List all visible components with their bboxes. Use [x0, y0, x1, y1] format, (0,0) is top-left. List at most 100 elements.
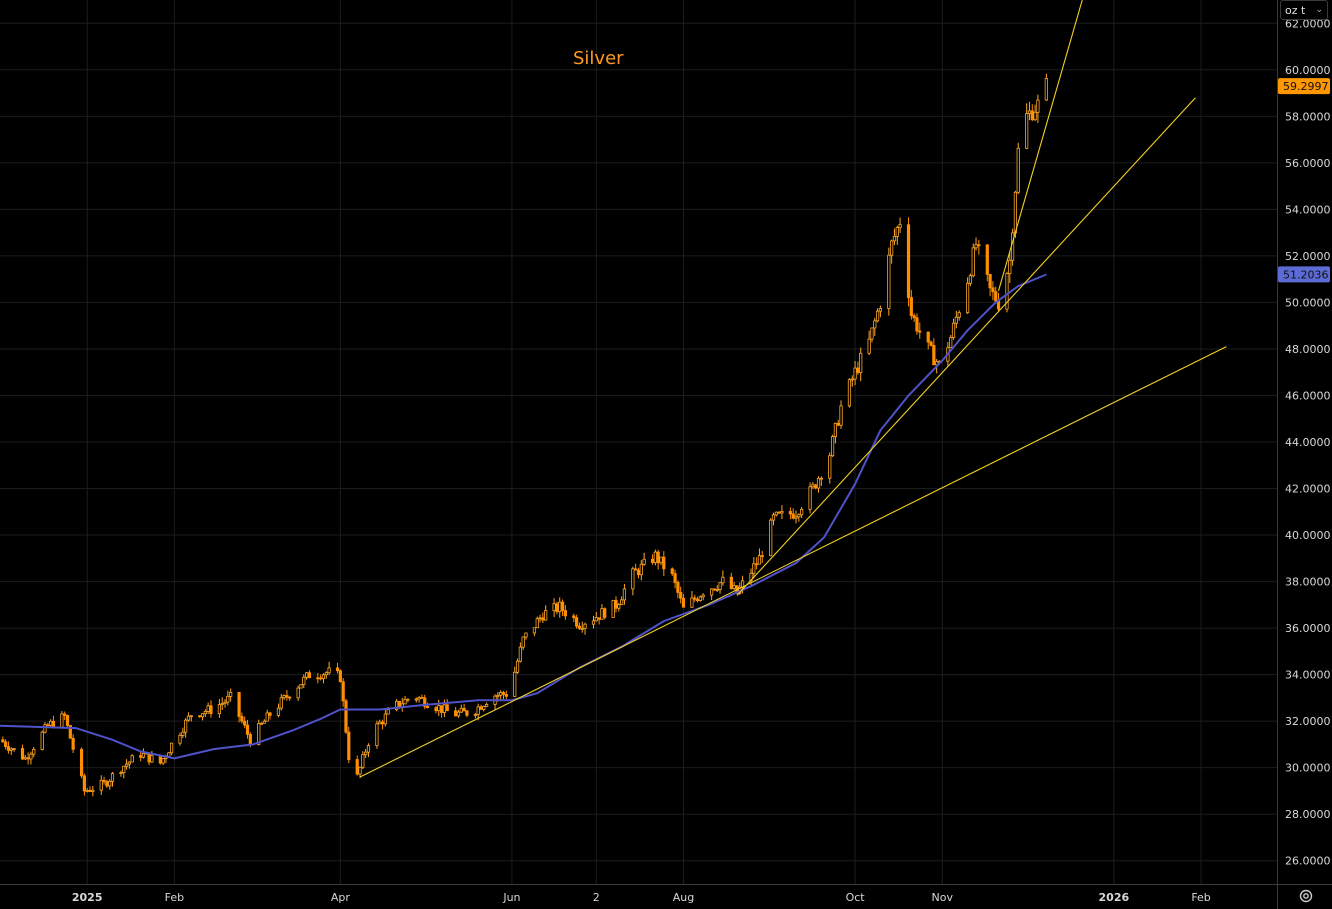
candle [1010, 228, 1015, 266]
candle-body [918, 330, 922, 333]
candle-body [777, 511, 781, 514]
candle [304, 672, 309, 680]
candle-body [650, 558, 655, 563]
candle-body [302, 676, 306, 685]
candle [620, 596, 624, 605]
candle-body [456, 711, 461, 717]
y-tick-label: 42.0000 [1285, 483, 1331, 496]
candle-body [718, 582, 722, 590]
candle [695, 596, 700, 603]
candle-body [732, 585, 736, 589]
candle-body [459, 707, 463, 713]
candle [65, 714, 70, 727]
candle-body [397, 700, 402, 708]
candle-body [819, 477, 823, 480]
candle [279, 694, 283, 711]
candle [327, 661, 331, 676]
candle [642, 552, 646, 566]
candle [200, 713, 205, 721]
candle [583, 622, 587, 635]
candle [71, 734, 75, 754]
candle [912, 313, 916, 322]
candle-body [788, 511, 792, 515]
candle-body [710, 588, 714, 596]
candle [245, 719, 250, 739]
candle-body [760, 555, 764, 558]
candle [650, 554, 655, 565]
candle-body [150, 755, 154, 763]
candle [811, 482, 815, 490]
candle [535, 616, 539, 629]
candle [108, 779, 112, 790]
candle-body [535, 618, 539, 629]
candle [732, 581, 736, 591]
candle-body [1008, 259, 1012, 274]
candle-body [124, 763, 129, 767]
candle-body [245, 724, 250, 735]
candle-body [479, 706, 483, 710]
candle [403, 695, 407, 705]
x-tick-label: Apr [331, 891, 351, 904]
candle-body [620, 599, 624, 605]
candle [268, 711, 272, 720]
candle-body [814, 484, 818, 489]
candle [122, 765, 126, 779]
candle [4, 739, 8, 750]
y-tick-label: 52.0000 [1285, 250, 1331, 263]
candle [124, 759, 129, 770]
candle [639, 560, 643, 581]
candle-body [591, 620, 596, 625]
candle-body [867, 338, 871, 354]
candle [198, 715, 202, 718]
candle-body [1033, 111, 1037, 121]
candle-body [698, 596, 702, 601]
candle [760, 550, 764, 563]
candle-body [259, 722, 264, 725]
candle [918, 322, 922, 339]
unit-selector[interactable]: oz t ⌄ [1280, 0, 1328, 20]
candle-body [378, 721, 382, 725]
candle-body [600, 608, 604, 620]
candle-body [859, 352, 863, 373]
candle-body [701, 594, 705, 598]
candle [262, 719, 267, 724]
x-tick-label: Feb [165, 891, 184, 904]
candle-body [496, 694, 500, 697]
candle-body [189, 715, 193, 718]
candle-body [1025, 113, 1029, 149]
candle [361, 751, 365, 770]
candle [383, 708, 387, 727]
candle-body [434, 707, 438, 712]
candle [63, 711, 67, 720]
candle-body [60, 713, 64, 728]
candle [915, 313, 919, 335]
candle [971, 243, 975, 278]
candle [715, 585, 719, 593]
candle [670, 567, 674, 577]
candle-body [335, 667, 340, 672]
candle [580, 621, 584, 633]
y-tick-label: 38.0000 [1285, 576, 1331, 589]
candle [223, 699, 227, 708]
candle-body [856, 367, 860, 373]
candle-body [501, 692, 506, 695]
candle [878, 305, 882, 318]
candle [636, 567, 641, 579]
candle [437, 699, 441, 717]
candle [319, 674, 323, 681]
candle-body [361, 754, 365, 768]
candle-body [797, 514, 801, 518]
candle [209, 700, 213, 718]
candle [515, 658, 520, 674]
candle [307, 670, 312, 679]
candle-body [110, 773, 115, 782]
candle-body [965, 282, 970, 314]
gear-icon[interactable] [1296, 886, 1316, 906]
candle [729, 572, 733, 590]
candle [243, 716, 247, 729]
candle [181, 727, 185, 739]
candle [257, 719, 261, 746]
candle [828, 452, 832, 484]
candle [91, 785, 95, 797]
